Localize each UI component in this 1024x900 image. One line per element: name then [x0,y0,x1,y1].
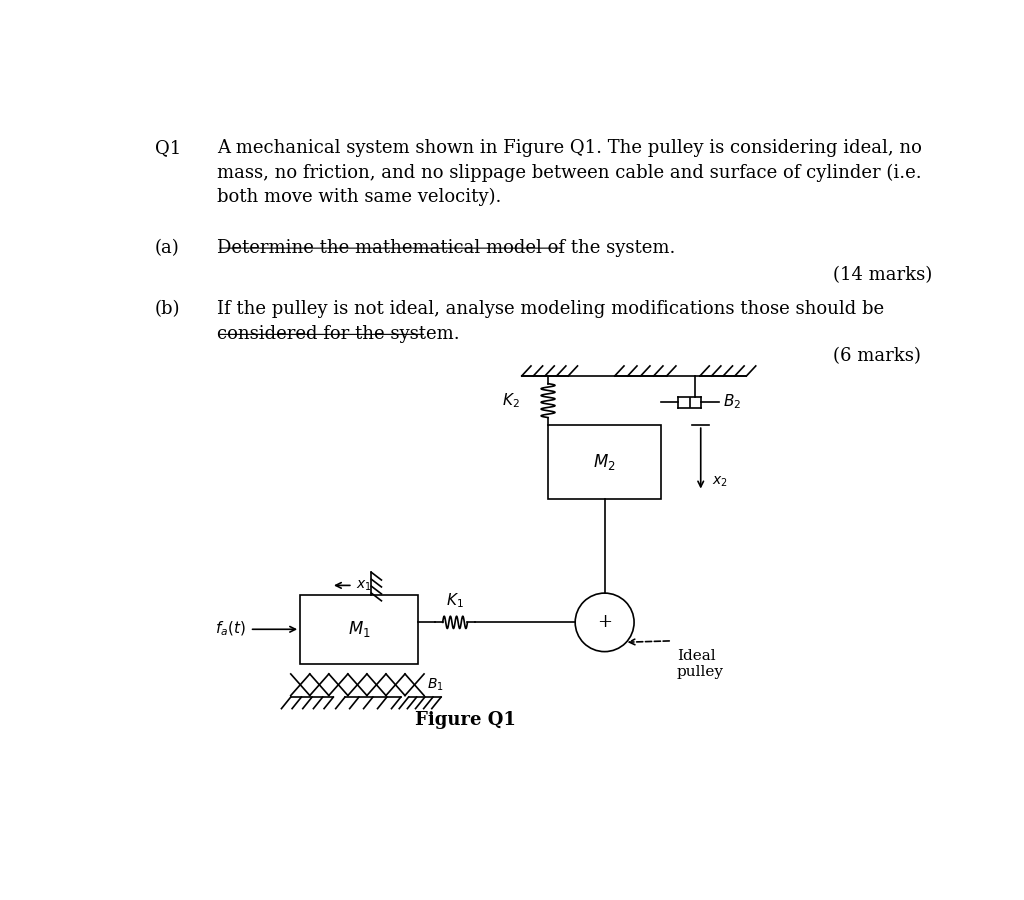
Text: Figure Q1: Figure Q1 [415,711,515,729]
Text: $B_1$: $B_1$ [427,677,444,693]
Text: $K_1$: $K_1$ [446,591,464,610]
Text: (a): (a) [155,238,180,256]
Text: mass, no friction, and no slippage between cable and surface of cylinder (i.e.: mass, no friction, and no slippage betwe… [217,164,922,182]
Text: (14 marks): (14 marks) [834,266,933,284]
Bar [548,425,662,500]
Text: $K_2$: $K_2$ [502,392,519,410]
Text: +: + [597,614,612,632]
Text: Determine the mathematical model of the system.: Determine the mathematical model of the … [217,238,676,256]
Text: considered for the system.: considered for the system. [217,325,460,343]
Text: (b): (b) [155,301,180,319]
Text: $M_2$: $M_2$ [593,452,615,472]
Text: If the pulley is not ideal, analyse modeling modifications those should be: If the pulley is not ideal, analyse mode… [217,301,885,319]
Text: Ideal
pulley: Ideal pulley [677,649,724,679]
Text: A mechanical system shown in Figure Q1. The pulley is considering ideal, no: A mechanical system shown in Figure Q1. … [217,139,922,157]
Text: (6 marks): (6 marks) [834,346,922,364]
Bar [300,595,418,664]
Text: $B_2$: $B_2$ [723,392,741,411]
Text: $f_a(t)$: $f_a(t)$ [215,620,246,638]
Text: both move with same velocity).: both move with same velocity). [217,188,502,206]
Text: Q1: Q1 [155,139,181,157]
Text: $x_1$: $x_1$ [356,578,372,592]
Text: $x_2$: $x_2$ [713,475,728,490]
Text: $M_1$: $M_1$ [347,619,371,639]
